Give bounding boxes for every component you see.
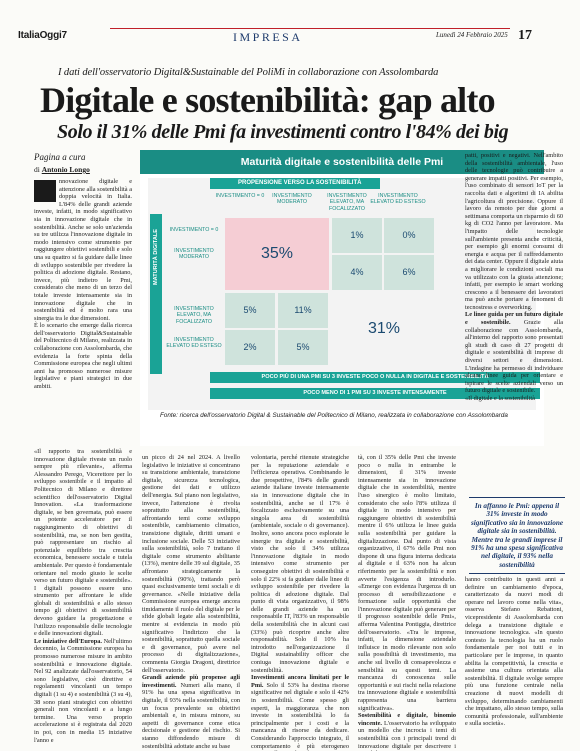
- article-subhead: Solo il 31% delle Pmi fa investimenti co…: [57, 121, 509, 143]
- article-column-2: «Il rapporto tra sostenibilità e innovaz…: [34, 448, 132, 744]
- matrix-cell: 6%: [384, 255, 434, 290]
- matrix-cell: 35%: [225, 218, 329, 290]
- publication-logo: ItaliaOggi7: [18, 30, 67, 41]
- pull-quote: In affanno le Pmi: appena il 31% investe…: [469, 497, 565, 575]
- paragraph-text: Solo il 53% ha destina risorse significa…: [251, 681, 350, 751]
- row-header: INVESTIMENTO MODERATO: [174, 248, 214, 261]
- column-axis-label: PROPENSIONE VERSO LA SOSTENIBILITÀ: [210, 178, 380, 189]
- subheading: Sostenibilità e digitale, binomio vincen…: [358, 712, 456, 727]
- page-reference: Pagina a cura: [34, 152, 86, 162]
- matrix-cell: 4%: [332, 255, 382, 290]
- article-headline: Digitale e sostenibilità: gap alto: [40, 80, 496, 120]
- subheading: Grandi aziende più propense agli investi…: [142, 674, 240, 689]
- paragraph-text: nnovazione digitale e attenzione alla so…: [34, 178, 132, 322]
- page-number: 17: [518, 28, 532, 43]
- paragraph: Grandi aziende più propense agli investi…: [142, 674, 240, 750]
- column-header: INVESTIMENTO = 0: [215, 193, 265, 199]
- matrix-cell: 0%: [384, 218, 434, 253]
- paragraph: volontaria, perché ritenute strategiche …: [251, 454, 349, 674]
- matrix-cell: 5%: [225, 293, 275, 328]
- row-header: INVESTIMENTO ELEVATO, MA FOCALIZZATO: [174, 306, 214, 325]
- section-rule: [110, 28, 510, 41]
- article-column-4: volontaria, perché ritenute strategiche …: [251, 454, 349, 751]
- paragraph: patti, positivi e negativi. Nell'ambito …: [465, 152, 563, 311]
- paragraph: hanno contribuito in questi anni a defin…: [465, 576, 563, 728]
- column-header: INVESTIMENTO ELEVATO, MA FOCALIZZATO: [327, 193, 367, 212]
- chart-title: Maturità digitale e sostenibilità delle …: [140, 150, 544, 174]
- paragraph: Sostenibilità e digitale, binomio vincen…: [358, 712, 456, 751]
- chart-footnote: POCO PIÙ DI UNA PMI SU 3 INVESTE POCO O …: [210, 372, 540, 383]
- paragraph: È lo scenario che emerge dalla ricerca d…: [34, 322, 132, 391]
- paragraph-text: Nell'ultimo decennio, la Commissione eur…: [34, 637, 133, 744]
- subheading: Le iniziative dell'Europa.: [34, 637, 102, 645]
- matrix-cell: 11%: [278, 293, 328, 328]
- matrix-cell: 5%: [278, 330, 328, 365]
- article-kicker: I dati dell'osservatorio Digital&Sustain…: [58, 67, 439, 78]
- paragraph: tà, con il 35% delle Pmi che investe poc…: [358, 454, 456, 712]
- paragraph: «Il rapporto tra sostenibilità e innovaz…: [34, 448, 132, 638]
- row-axis-label: MATURITÀ DIGITALE: [153, 228, 159, 285]
- paragraph: Le iniziative dell'Europa. Nell'ultimo d…: [34, 638, 132, 744]
- matrix-cell: 2%: [225, 330, 275, 365]
- column-header: INVESTIMENTO ELEVATO ED ESTESO: [370, 193, 426, 206]
- row-header: INVESTIMENTO ELEVATO ED ESTESO: [166, 337, 222, 350]
- byline: di Antonio Longo: [34, 165, 132, 174]
- page-header: ItaliaOggi7 IMPRESA Lunedì 24 Febbraio 2…: [0, 0, 580, 44]
- byline-author: Antonio Longo: [41, 165, 90, 174]
- paragraph: un picco di 24 nel 2024. A livello legis…: [142, 454, 240, 674]
- article-column-5: tà, con il 35% delle Pmi che investe poc…: [358, 454, 456, 751]
- article-column-6: patti, positivi e negativi. Nell'ambito …: [465, 152, 563, 403]
- matrix-cell: 31%: [332, 293, 436, 365]
- chart-source: Fonte: ricerca dell'osservatorio Digital…: [160, 412, 508, 419]
- matrix-cell: 1%: [332, 218, 382, 253]
- section-name: IMPRESA: [233, 30, 303, 44]
- paragraph: nnovazione digitale e attenzione alla so…: [34, 178, 132, 322]
- chart-footnote: POCO MENO DI 1 PMI SU 3 INVESTE INTENSAM…: [210, 388, 540, 399]
- drop-cap: [34, 180, 56, 202]
- issue-date: Lunedì 24 Febbraio 2025: [436, 31, 508, 39]
- paragraph: Investimenti ancora limitati per le Pmi.…: [251, 674, 349, 751]
- article-column-1: Pagina a cura di Antonio Longo nnovazion…: [34, 152, 132, 391]
- row-header: INVESTIMENTO = 0: [169, 227, 219, 233]
- row-axis-bar: [150, 214, 162, 374]
- article-column-3: un picco di 24 nel 2024. A livello legis…: [142, 454, 240, 750]
- paragraph-text: Grazie alla collaborazione con Assolomba…: [465, 319, 563, 395]
- paragraph: «Il digitale e la sostenibilità: [465, 395, 535, 402]
- paragraph-text: Numeri alla mano, il 91% ha una spesa si…: [142, 681, 241, 750]
- byline-prefix: di: [34, 165, 42, 174]
- subheading: Investimenti ancora limitati per le Pmi.: [251, 674, 349, 689]
- column-header: INVESTIMENTO MODERATO: [272, 193, 312, 206]
- article-column-6-continued: hanno contribuito in questi anni a defin…: [465, 576, 563, 728]
- subheading: Le linee guida per un futuro digitale e …: [465, 311, 563, 327]
- paragraph: Le linee guida per un futuro digitale e …: [465, 311, 563, 395]
